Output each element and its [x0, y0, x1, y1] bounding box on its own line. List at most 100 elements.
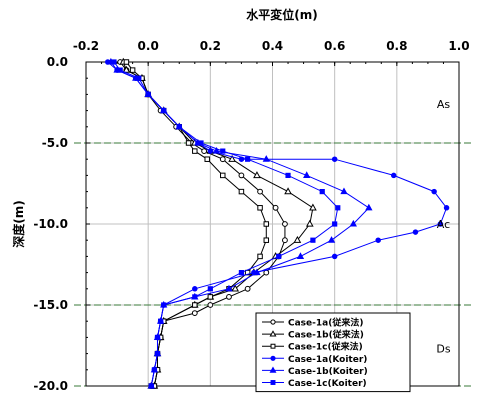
- data-point: [303, 171, 311, 178]
- data-point: [276, 253, 282, 260]
- data-point: [148, 383, 154, 389]
- data-point: [207, 302, 214, 308]
- data-point: [238, 270, 245, 276]
- y-tick-label: 0.0: [47, 55, 68, 69]
- data-point: [390, 172, 397, 179]
- y-tick-label: -10.0: [33, 217, 68, 231]
- data-point: [253, 171, 261, 179]
- data-point: [284, 187, 292, 195]
- data-point: [340, 187, 348, 195]
- data-point: [262, 155, 270, 162]
- data-point: [443, 205, 450, 211]
- data-point: [185, 140, 192, 146]
- series-line: [113, 61, 339, 387]
- y-tick-label: -15.0: [33, 298, 68, 312]
- data-point: [331, 156, 338, 162]
- legend-label: Case-1c(Koiter): [288, 379, 367, 389]
- data-point: [238, 188, 245, 195]
- data-point: [263, 221, 270, 227]
- data-point: [282, 221, 288, 227]
- data-point: [296, 252, 305, 259]
- data-point: [220, 172, 226, 179]
- data-point: [238, 172, 245, 179]
- data-point: [201, 148, 208, 155]
- data-point: [151, 367, 157, 373]
- zone-label: As: [437, 98, 451, 111]
- zone-label: Ac: [437, 218, 450, 231]
- data-point: [319, 189, 325, 195]
- data-point: [257, 188, 263, 195]
- data-point: [269, 330, 277, 337]
- data-point: [331, 253, 338, 260]
- data-point: [431, 188, 437, 195]
- data-point: [111, 59, 117, 65]
- data-point: [145, 91, 151, 98]
- data-point: [161, 302, 167, 308]
- x-tick-label: 0.0: [138, 39, 159, 53]
- data-point: [270, 343, 276, 349]
- data-point: [335, 205, 341, 211]
- data-point: [123, 59, 130, 65]
- data-point: [245, 156, 251, 162]
- data-point: [154, 334, 161, 340]
- data-point: [204, 156, 210, 162]
- data-point: [253, 268, 261, 276]
- legend-box: [255, 312, 411, 393]
- data-point: [158, 318, 164, 324]
- zone-label: Ds: [436, 343, 450, 356]
- data-point: [226, 294, 232, 300]
- chart-title: 水平変位(m): [246, 7, 317, 22]
- data-point: [270, 355, 276, 361]
- data-point: [192, 286, 198, 292]
- data-point: [332, 221, 338, 227]
- data-point: [191, 310, 198, 317]
- zone-labels: As Ac Ds: [436, 98, 450, 356]
- data-point: [244, 285, 251, 292]
- y-axis-label: 深度(m): [11, 200, 26, 247]
- data-point: [285, 172, 291, 179]
- legend-label: Case-1c(従来法): [288, 341, 363, 353]
- data-point: [154, 351, 161, 357]
- data-point: [192, 294, 198, 300]
- data-point: [309, 203, 317, 211]
- data-point: [270, 319, 276, 325]
- legend: Case-1a(従来法)Case-1b(従来法)Case-1c(従来法) Case…: [255, 312, 411, 393]
- data-point: [375, 237, 381, 243]
- legend-label: Case-1b(従来法): [288, 329, 364, 341]
- data-point: [207, 286, 213, 292]
- data-point: [228, 154, 236, 162]
- data-point: [219, 156, 226, 163]
- data-point: [269, 366, 277, 373]
- x-tick-label: 1.0: [448, 39, 469, 53]
- data-point: [198, 140, 204, 146]
- data-point: [272, 204, 279, 211]
- x-tick-label: 0.6: [324, 39, 345, 53]
- data-point: [117, 67, 123, 73]
- data-point: [412, 229, 419, 235]
- data-point: [207, 294, 214, 300]
- data-point: [176, 124, 182, 130]
- data-point: [161, 108, 167, 114]
- legend-label: Case-1a(従来法): [288, 317, 363, 329]
- data-point: [437, 221, 444, 227]
- data-point: [225, 284, 233, 292]
- data-point: [257, 205, 263, 211]
- y-tick-label: -5.0: [42, 136, 68, 150]
- data-point: [310, 237, 316, 243]
- data-point: [192, 302, 198, 308]
- x-tick-label: 0.4: [262, 39, 283, 53]
- x-tick-label: 0.2: [200, 39, 221, 53]
- data-point: [263, 237, 270, 243]
- x-tick-label: -0.2: [73, 39, 99, 53]
- data-point: [365, 203, 373, 211]
- data-point: [231, 284, 240, 292]
- series-group: [105, 57, 450, 389]
- data-point: [282, 237, 288, 244]
- series-Case-1c(Koiter): [111, 59, 341, 389]
- y-tick-label: -20.0: [33, 379, 68, 393]
- data-point: [192, 148, 198, 154]
- axis-ticks: -0.2 0.0 0.2 0.4 0.6 0.8 1.0 0.0 -5.0 -10.0 -15.0 -…: [33, 39, 469, 393]
- data-point: [327, 236, 336, 243]
